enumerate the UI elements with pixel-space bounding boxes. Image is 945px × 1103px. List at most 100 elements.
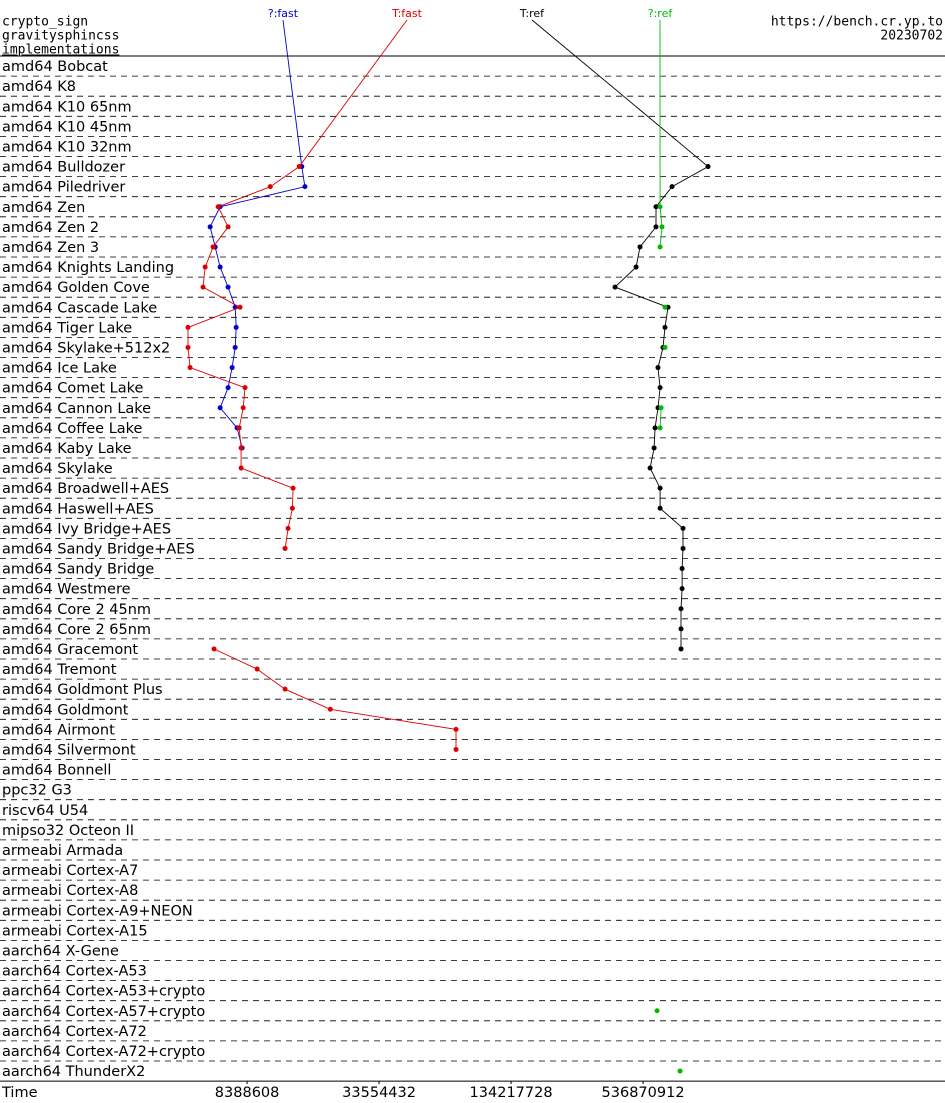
row-label: amd64 Zen 2 [2, 220, 99, 236]
series-line [659, 407, 662, 428]
row-label: amd64 Knights Landing [2, 260, 174, 276]
data-point [238, 445, 244, 451]
data-point [651, 445, 657, 451]
data-point [289, 505, 295, 511]
data-point [211, 646, 217, 652]
data-point [647, 465, 653, 471]
row-label: aarch64 Cortex-A57+crypto [2, 1004, 205, 1020]
data-point [232, 344, 238, 350]
row-label: amd64 Bobcat [2, 59, 108, 75]
row-label: amd64 Sandy Bridge+AES [2, 541, 195, 557]
row-label: amd64 Westmere [2, 582, 131, 598]
data-point [659, 224, 665, 230]
data-point [207, 224, 213, 230]
data-point [327, 706, 333, 712]
legend-leader [531, 19, 709, 167]
row-label: amd64 Ivy Bridge+AES [2, 521, 171, 537]
row-label: armeabi Cortex-A7 [2, 863, 138, 879]
data-point [217, 405, 223, 411]
legend-label: ?:fast [268, 7, 299, 20]
data-point [678, 646, 684, 652]
data-point [612, 284, 618, 290]
row-label: amd64 Piledriver [2, 180, 125, 196]
row-label: amd64 Tremont [2, 662, 117, 678]
data-point [185, 344, 191, 350]
data-point [225, 385, 231, 391]
row-label: aarch64 Cortex-A72+crypto [2, 1044, 205, 1060]
data-point [662, 304, 668, 310]
row-label: aarch64 X-Gene [2, 943, 119, 959]
data-point [654, 1008, 660, 1014]
data-point [217, 264, 223, 270]
data-point [657, 425, 663, 431]
data-point [637, 244, 643, 250]
row-label: armeabi Cortex-A15 [2, 923, 148, 939]
data-point [662, 344, 668, 350]
row-label: amd64 Core 2 45nm [2, 602, 151, 618]
row-label: amd64 K8 [2, 79, 76, 95]
row-label: amd64 Bonnell [2, 763, 111, 779]
x-tick-label: 536870912 [602, 1085, 685, 1101]
row-label: armeabi Armada [2, 843, 123, 859]
data-point [215, 204, 221, 210]
data-point [267, 184, 273, 190]
row-label: amd64 Cascade Lake [2, 300, 157, 316]
row-label: amd64 Kaby Lake [2, 441, 132, 457]
data-point [677, 1068, 683, 1074]
data-point [653, 204, 659, 210]
row-label: amd64 K10 65nm [2, 99, 132, 115]
x-tick-label: 8388608 [215, 1085, 280, 1101]
legend-label: ?:ref [648, 7, 674, 20]
data-point [655, 365, 661, 371]
data-point [225, 224, 231, 230]
row-label: amd64 Gracemont [2, 642, 138, 658]
row-label: amd64 Cannon Lake [2, 401, 151, 417]
data-point [678, 626, 684, 632]
data-point [657, 385, 663, 391]
data-point [254, 666, 260, 672]
row-label: amd64 Goldmont [2, 702, 129, 718]
data-point [242, 385, 248, 391]
row-label: amd64 Golden Cove [2, 280, 150, 296]
row-label: aarch64 Cortex-A53+crypto [2, 984, 205, 1000]
data-point [678, 606, 684, 612]
row-label: armeabi Cortex-A9+NEON [2, 903, 193, 919]
data-point [185, 324, 191, 330]
data-point [240, 405, 246, 411]
data-point [200, 284, 206, 290]
data-point [302, 184, 308, 190]
x-tick-label: 33554432 [342, 1085, 416, 1101]
data-point [633, 264, 639, 270]
data-point [657, 505, 663, 511]
series-line [213, 648, 457, 750]
data-point [282, 686, 288, 692]
data-point [229, 365, 235, 371]
data-point [237, 304, 243, 310]
row-label: amd64 Goldmont Plus [2, 682, 163, 698]
data-point [669, 184, 675, 190]
data-point [282, 545, 288, 551]
data-point [290, 485, 296, 491]
data-point [658, 405, 664, 411]
data-point [679, 566, 685, 572]
data-point [285, 525, 291, 531]
x-tick-label: 134217728 [470, 1085, 553, 1101]
row-label: amd64 Bulldozer [2, 160, 125, 176]
row-label: riscv64 U54 [2, 803, 88, 819]
data-point [225, 284, 231, 290]
row-label: ppc32 G3 [2, 783, 72, 799]
chart-subtitle: gravitysphincss [2, 29, 119, 44]
data-point [296, 164, 302, 170]
row-label: aarch64 ThunderX2 [2, 1064, 145, 1080]
row-label: amd64 Silvermont [2, 742, 136, 758]
source: https://bench.cr.yp.to [771, 15, 943, 30]
row-label: amd64 Broadwell+AES [2, 481, 169, 497]
data-point [657, 204, 663, 210]
row-label: amd64 Haswell+AES [2, 501, 154, 517]
row-label: aarch64 Cortex-A72 [2, 1024, 147, 1040]
legend-leader [298, 19, 408, 167]
data-point [238, 465, 244, 471]
data-point [705, 164, 711, 170]
